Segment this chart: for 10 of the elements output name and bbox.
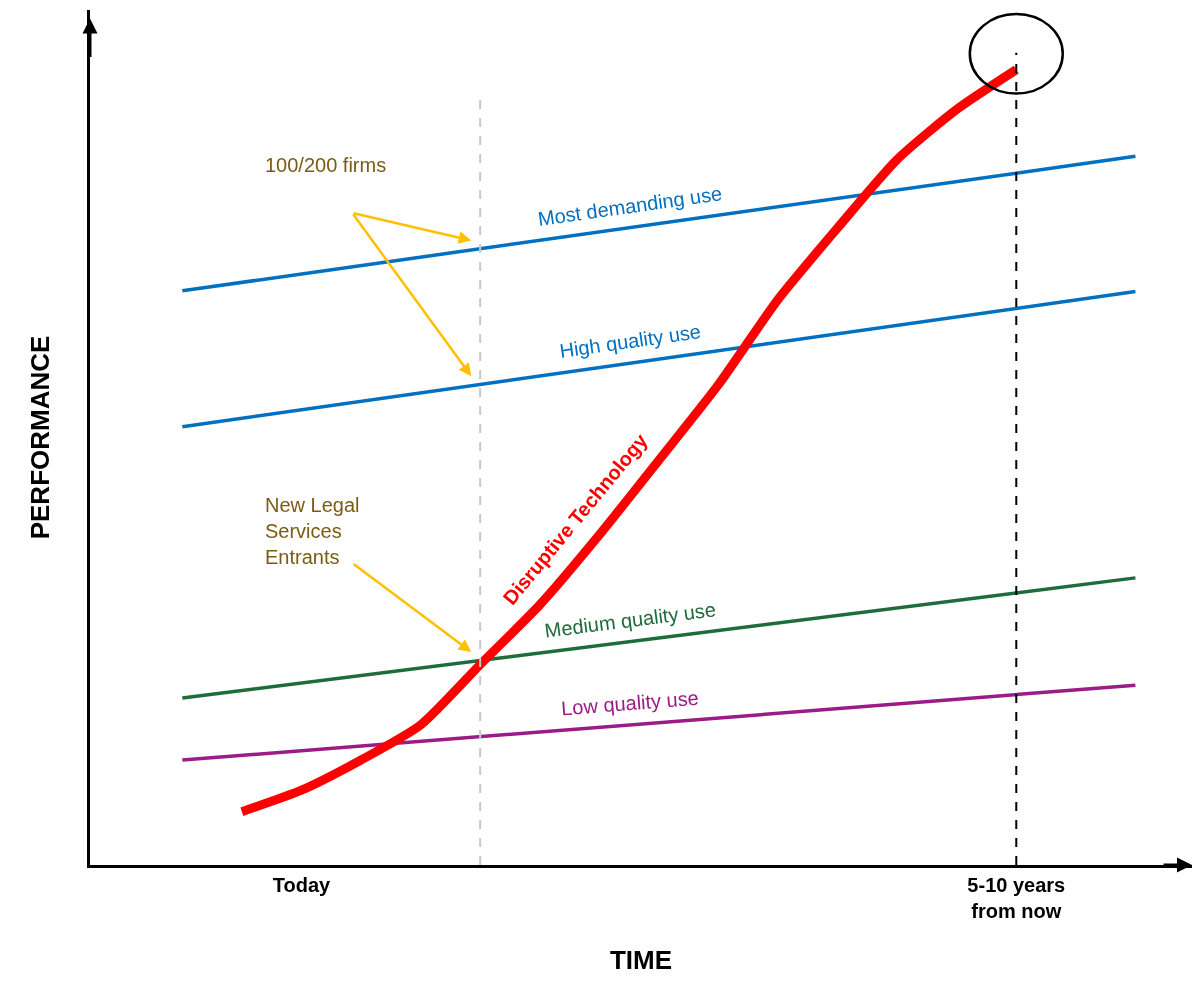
x-tick-label: Today <box>272 874 332 896</box>
annotation: 100/200 firms <box>265 154 387 176</box>
annotation: New Legal Services Entrants <box>265 494 360 568</box>
text: Most demanding use <box>536 182 724 230</box>
x-axis-title: TIME <box>609 944 673 975</box>
x-tick-label: 5-10 years from now <box>967 874 1066 922</box>
series-label: Low quality use <box>560 686 700 720</box>
text: High quality use <box>558 320 703 362</box>
y-axis-title: PERFORMANCE <box>25 335 56 540</box>
text: Medium quality use <box>543 598 718 642</box>
